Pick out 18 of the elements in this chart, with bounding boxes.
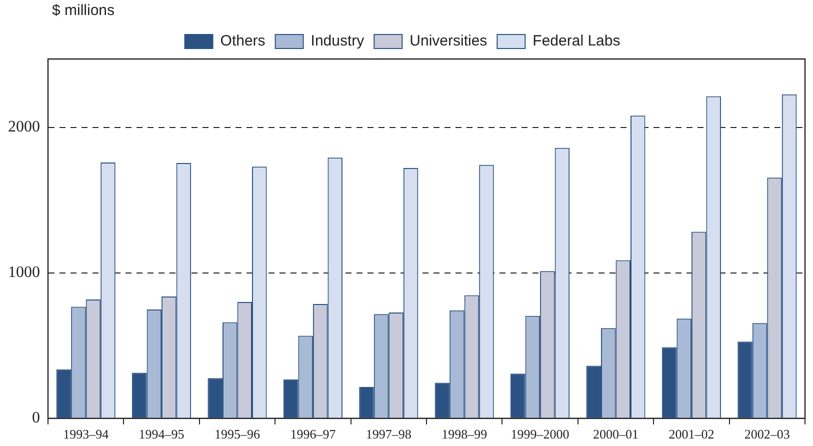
y-tick-label: 1000: [8, 264, 40, 282]
legend-label: Others: [220, 32, 266, 50]
legend-label: Universities: [410, 32, 488, 50]
y-axis-title: $ millions: [52, 2, 115, 19]
x-tick-label: 1998–99: [442, 426, 488, 442]
y-tick-label: 2000: [8, 118, 40, 136]
x-tick-label: 1995–96: [214, 426, 260, 442]
x-tick-label: 2001–02: [668, 426, 714, 442]
x-tick-label: 2000–01: [593, 426, 638, 442]
x-tick-label: 1994–95: [138, 426, 184, 442]
legend-label: Industry: [310, 32, 365, 50]
x-tick-label: 2002–03: [744, 426, 790, 442]
x-tick-label: 1999–2000: [510, 426, 570, 442]
x-tick-label: 1993–94: [63, 426, 110, 442]
legend-label: Federal Labs: [532, 32, 620, 50]
y-tick-label: 0: [32, 410, 40, 427]
x-tick-label: 1997–98: [366, 426, 412, 442]
x-tick-label: 1996–97: [290, 426, 336, 442]
